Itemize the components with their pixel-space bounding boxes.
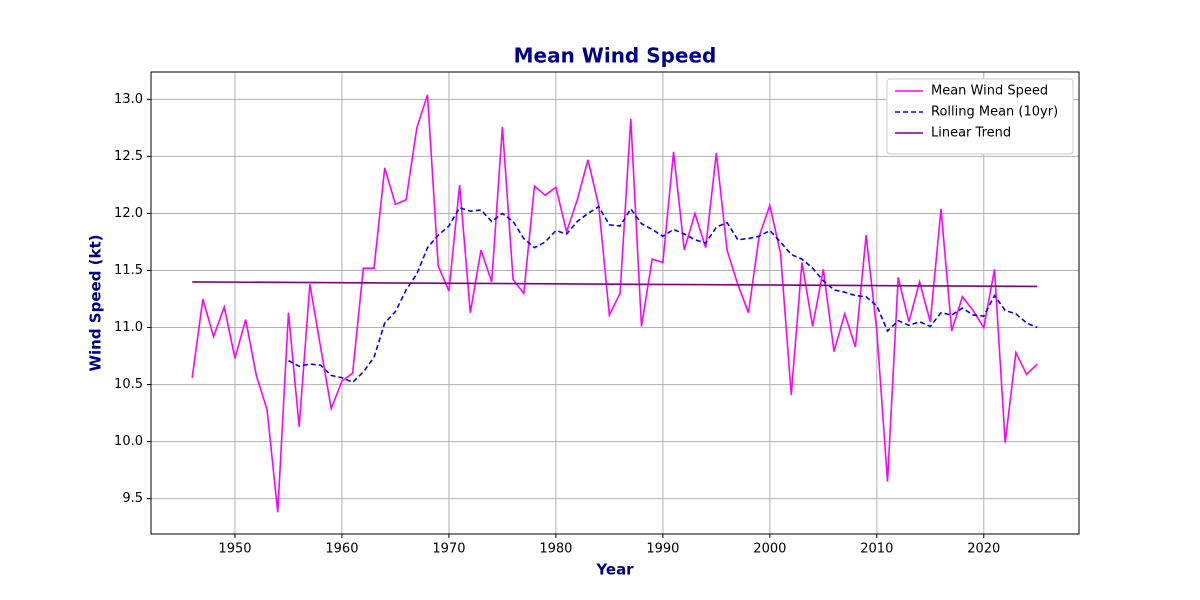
x-axis-label: Year (595, 561, 634, 579)
legend-label: Mean Wind Speed (931, 84, 1048, 99)
x-tick-label: 1990 (646, 542, 679, 557)
data-line (191, 94, 1038, 513)
y-tick-label: 12.0 (114, 206, 143, 221)
plot-frame (150, 71, 1080, 535)
x-tick-label: 1960 (325, 542, 358, 557)
legend-label: Linear Trend (931, 126, 1011, 141)
x-tick-label: 1950 (218, 542, 251, 557)
x-tick-label: 1970 (432, 542, 465, 557)
y-tick-label: 11.0 (114, 320, 143, 335)
legend-box (886, 78, 1074, 155)
x-tick-label: 2000 (753, 542, 786, 557)
legend-label: Rolling Mean (10yr) (931, 105, 1058, 120)
y-tick-label: 10.0 (114, 434, 143, 449)
data-line (192, 281, 1038, 288)
chart-title: Mean Wind Speed (514, 44, 717, 68)
y-tick-label: 13.0 (114, 92, 143, 107)
x-tick-label: 2010 (860, 542, 893, 557)
y-axis-label: Wind Speed (kt) (87, 234, 105, 371)
y-tick-label: 12.5 (114, 149, 143, 164)
y-tick-label: 11.5 (114, 263, 143, 278)
data-line (288, 205, 1038, 384)
x-tick-label: 1980 (539, 542, 572, 557)
x-tick-label: 2020 (967, 542, 1000, 557)
legend: Mean Wind Speed Rolling Mean (10yr) Linear… (886, 78, 1074, 155)
y-tick-label: 10.5 (114, 377, 143, 392)
y-tick-label: 9.5 (122, 491, 143, 506)
